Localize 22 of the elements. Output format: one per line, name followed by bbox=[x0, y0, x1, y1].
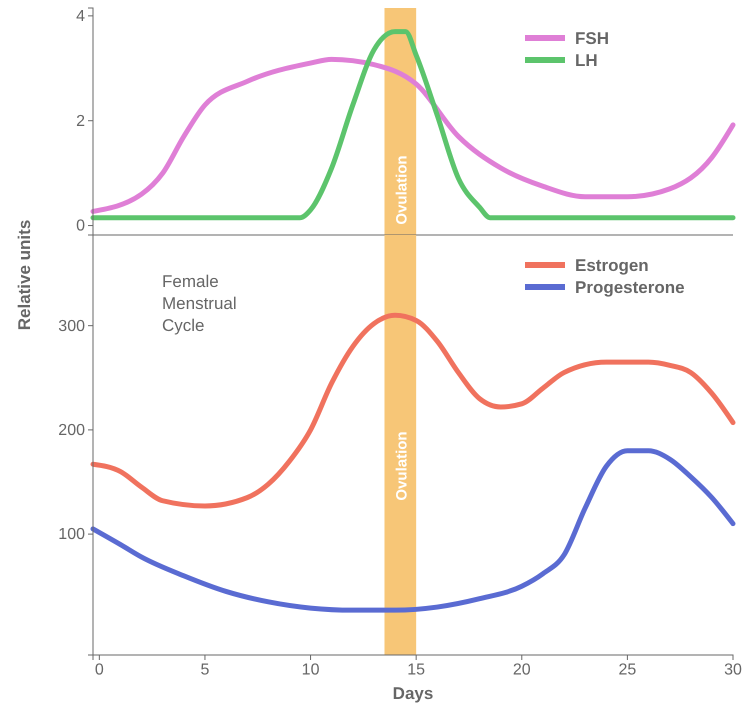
band-label: Ovulation bbox=[393, 155, 410, 225]
y-tick-label: 100 bbox=[58, 526, 86, 544]
annotation: Female Menstrual Cycle bbox=[162, 272, 237, 335]
x-tick-label: 10 bbox=[302, 661, 320, 678]
x-tick-label: 20 bbox=[512, 661, 531, 678]
x-tick-label: 15 bbox=[407, 661, 426, 678]
y-tick-label: 200 bbox=[58, 422, 86, 440]
y-tick-label: 0 bbox=[76, 218, 86, 235]
x-tick-label: 5 bbox=[200, 661, 210, 678]
y-tick-label: 300 bbox=[58, 318, 86, 335]
x-tick-label: 0 bbox=[94, 661, 104, 678]
x-axis-title: Days bbox=[392, 684, 434, 703]
legend-label: FSH bbox=[575, 29, 609, 48]
legend-label: Estrogen bbox=[575, 256, 649, 275]
y-tick-label: 4 bbox=[76, 8, 86, 25]
x-tick-label: 30 bbox=[724, 661, 742, 678]
x-tick-label: 25 bbox=[618, 661, 636, 678]
y-axis-title: Relative units bbox=[15, 220, 34, 330]
band-label: Ovulation bbox=[393, 431, 410, 501]
legend-label: LH bbox=[575, 51, 598, 70]
legend-label: Progesterone bbox=[575, 278, 685, 297]
y-tick-label: 2 bbox=[76, 112, 86, 130]
